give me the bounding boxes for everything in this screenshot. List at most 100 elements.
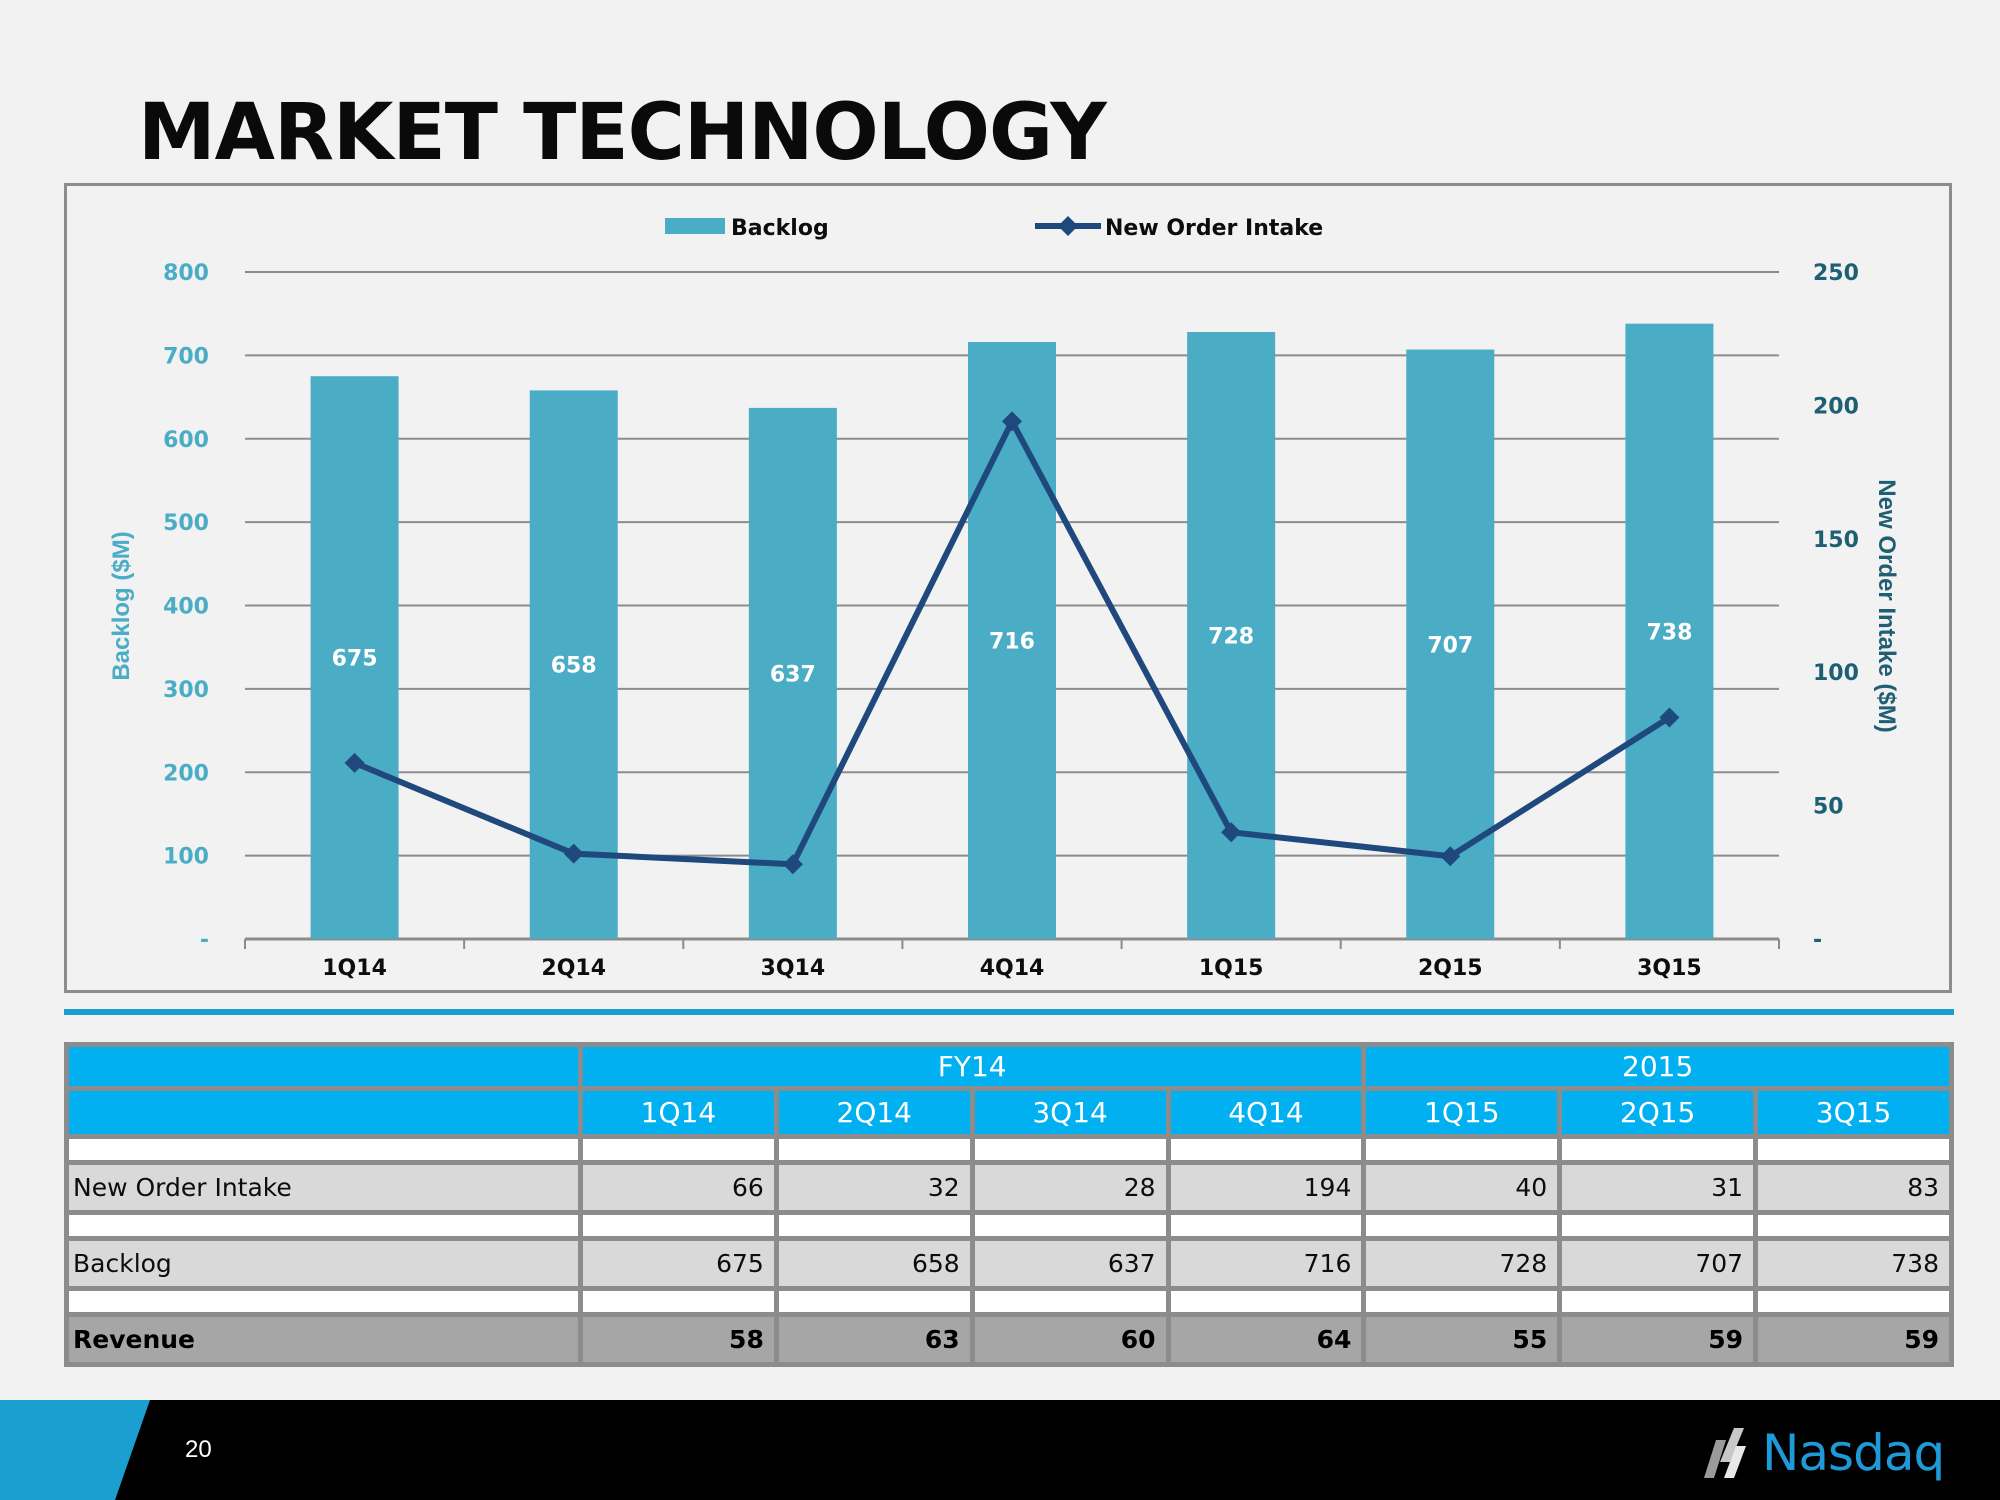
bar-data-label: 716 <box>989 630 1035 655</box>
combo-chart: - 100 200 300 400 500 600 700 800 - 50 100 150 200 250… <box>108 216 1900 981</box>
nasdaq-logo-text: Nasdaq <box>1762 1424 1945 1482</box>
x-tick-label: 1Q14 <box>322 956 387 981</box>
y2-tick-label: 100 <box>1813 661 1859 686</box>
table-cell: 28 <box>969 1160 1171 1215</box>
legend-label-new-order-intake: New Order Intake <box>1105 216 1323 241</box>
table-cell: 58 <box>578 1312 779 1367</box>
bar-data-label: 707 <box>1427 633 1473 658</box>
footer-bar: 20 Nasdaq <box>0 1400 2000 1500</box>
bar <box>968 342 1056 939</box>
table-cell: 66 <box>578 1160 779 1215</box>
bar <box>1625 323 1714 939</box>
y-tick-label: 600 <box>163 428 209 453</box>
column-header: 2Q14 <box>773 1086 975 1139</box>
y-tick-label: 200 <box>163 761 209 786</box>
x-tick-label: 2Q14 <box>541 956 606 981</box>
bar-data-label: 738 <box>1646 620 1692 645</box>
table-cell: 40 <box>1361 1160 1563 1215</box>
bar-data-label: 658 <box>551 654 597 679</box>
nasdaq-logo-mark-icon <box>1704 1428 1746 1478</box>
legend-swatch-backlog <box>665 218 725 234</box>
line-marker <box>1221 822 1242 843</box>
table-cell: 63 <box>773 1312 975 1367</box>
y-tick-label: 800 <box>163 261 209 286</box>
nasdaq-logo: Nasdaq <box>1690 1418 1945 1488</box>
financial-table: FY14 2015 1Q14 2Q14 3Q14 4Q14 1Q15 2Q15 … <box>64 1042 1954 1367</box>
table-cell: 707 <box>1557 1236 1759 1291</box>
table-row-revenue: Revenue 58 63 60 64 55 59 59 <box>64 1312 1954 1367</box>
column-header: 1Q15 <box>1361 1086 1563 1139</box>
y2-tick-label: 200 <box>1813 394 1859 419</box>
row-label: Backlog <box>64 1236 583 1291</box>
line-marker <box>1659 707 1680 728</box>
line-marker <box>563 843 584 864</box>
bar-data-label: 637 <box>770 662 816 687</box>
group-header-2015: 2015 <box>1361 1042 1954 1091</box>
y-tick-label: 100 <box>163 845 209 870</box>
column-header: 4Q14 <box>1165 1086 1367 1139</box>
group-header-fy14: FY14 <box>577 1042 1367 1091</box>
y-tick-label: 400 <box>163 595 209 620</box>
bar-data-label: 728 <box>1208 625 1254 650</box>
y-tick-label: 700 <box>163 344 209 369</box>
x-tick-label: 1Q15 <box>1199 956 1264 981</box>
column-header: 3Q14 <box>969 1086 1171 1139</box>
table-cell: 32 <box>773 1160 975 1215</box>
y2-tick-label: - <box>1813 928 1822 953</box>
y2-axis-title: New Order Intake ($M) <box>1873 479 1900 732</box>
table-column-header-row: 1Q14 2Q14 3Q14 4Q14 1Q15 2Q15 3Q15 <box>64 1086 1954 1139</box>
table-spacer-row <box>64 1210 1954 1241</box>
table-cell: 658 <box>773 1236 975 1291</box>
section-divider <box>64 1009 1954 1015</box>
bar-data-label: 675 <box>332 647 378 672</box>
column-header: 1Q14 <box>578 1086 779 1139</box>
line-marker <box>1440 846 1461 867</box>
table-row-backlog: Backlog 675 658 637 716 728 707 738 <box>64 1236 1954 1291</box>
y-tick-label: - <box>200 928 209 953</box>
table-cell: 60 <box>969 1312 1171 1367</box>
column-header: 3Q15 <box>1753 1086 1954 1139</box>
line-marker <box>1002 411 1022 432</box>
x-tick-label: 3Q15 <box>1637 956 1702 981</box>
bar <box>310 376 399 939</box>
column-header: 2Q15 <box>1557 1086 1759 1139</box>
chart-frame: - 100 200 300 400 500 600 700 800 - 50 100 150 200 250… <box>64 183 1952 993</box>
table-cell: 83 <box>1753 1160 1954 1215</box>
y-tick-label: 300 <box>163 678 209 703</box>
table-cell: 64 <box>1165 1312 1367 1367</box>
y2-tick-label: 150 <box>1813 528 1859 553</box>
table-cell: 738 <box>1753 1236 1954 1291</box>
line-marker <box>782 854 803 875</box>
footer-accent-stripe <box>0 1400 150 1500</box>
table-cell: 59 <box>1753 1312 1954 1367</box>
bar <box>748 407 837 939</box>
y-axis-title: Backlog ($M) <box>108 531 135 680</box>
table-cell: 728 <box>1361 1236 1563 1291</box>
page-title: MARKET TECHNOLOGY <box>138 88 1107 178</box>
row-label: New Order Intake <box>64 1160 583 1215</box>
row-label: Revenue <box>64 1312 583 1367</box>
x-tick-label: 3Q14 <box>761 956 826 981</box>
page-number: 20 <box>185 1436 212 1463</box>
table-cell: 55 <box>1361 1312 1563 1367</box>
table-spacer-row <box>64 1134 1954 1165</box>
y2-tick-label: 250 <box>1813 261 1859 286</box>
table-cell: 637 <box>969 1236 1171 1291</box>
y-tick-label: 500 <box>163 511 209 536</box>
line-marker <box>344 752 365 773</box>
x-tick-label: 4Q14 <box>980 956 1045 981</box>
table-corner-cell <box>64 1042 583 1091</box>
table-cell: 716 <box>1165 1236 1367 1291</box>
table-row-new-order-intake: New Order Intake 66 32 28 194 40 31 83 <box>64 1160 1954 1215</box>
table-cell: 31 <box>1557 1160 1759 1215</box>
table-group-header-row: FY14 2015 <box>64 1042 1954 1091</box>
table-corner-cell <box>64 1086 583 1139</box>
x-tick-label: 2Q15 <box>1418 956 1483 981</box>
table-cell: 59 <box>1557 1312 1759 1367</box>
legend-swatch-marker <box>1058 216 1078 236</box>
table-cell: 675 <box>578 1236 779 1291</box>
table-cell: 194 <box>1165 1160 1367 1215</box>
y2-tick-label: 50 <box>1813 795 1844 820</box>
table-spacer-row <box>64 1286 1954 1317</box>
legend-label-backlog: Backlog <box>731 216 829 241</box>
